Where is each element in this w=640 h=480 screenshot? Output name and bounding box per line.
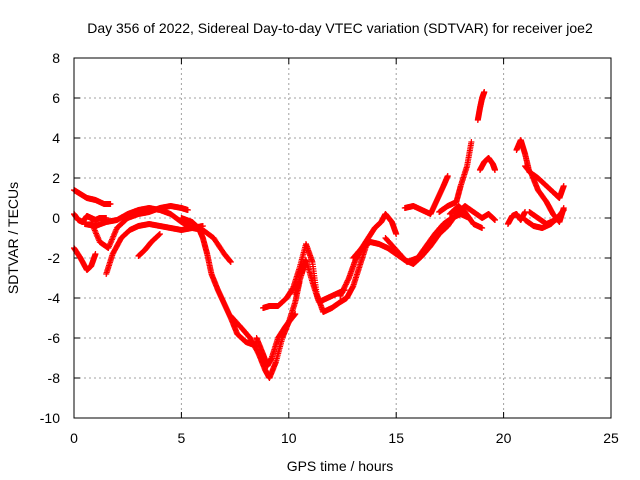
chart-title: Day 356 of 2022, Sidereal Day-to-day VTE…	[87, 20, 593, 36]
series-arc-h	[178, 215, 260, 349]
y-tick-label: 6	[52, 90, 60, 106]
series-arc-q	[436, 139, 475, 215]
x-tick-label: 5	[178, 430, 186, 446]
series-arc-p	[401, 173, 451, 217]
data-point	[479, 225, 486, 231]
plot-frame	[73, 57, 612, 419]
series-arc-u	[504, 209, 529, 227]
data-point	[156, 231, 163, 237]
x-tick-label: 0	[70, 430, 78, 446]
series-arc-j	[253, 311, 299, 369]
series-arc-l	[292, 257, 348, 305]
grid	[74, 58, 611, 418]
data-point	[560, 183, 567, 189]
series-arc-y	[526, 209, 565, 227]
data-point	[92, 251, 99, 257]
y-tick-label: -2	[48, 250, 61, 266]
data-point	[292, 311, 299, 317]
series-arc-a	[71, 187, 114, 207]
data-point	[444, 173, 451, 179]
data-point	[560, 207, 567, 213]
x-tick-label: 20	[496, 430, 512, 446]
x-tick-label: 15	[388, 430, 404, 446]
data-point	[107, 201, 114, 207]
y-tick-label: 0	[52, 210, 60, 226]
data-point	[558, 211, 565, 217]
x-tick-label: 10	[281, 430, 297, 446]
series-arc-m	[337, 211, 400, 299]
y-tick-label: -8	[48, 370, 61, 386]
data-point	[184, 207, 191, 213]
y-tick-label: 2	[52, 170, 60, 186]
series-arc-c	[71, 245, 99, 273]
data-point	[492, 217, 499, 223]
data-point	[492, 167, 499, 173]
y-axis-label: SDTVAR / TECUs	[5, 182, 21, 294]
series-arc-k	[260, 241, 370, 315]
x-tick-label: 25	[603, 430, 619, 446]
data-point	[199, 223, 206, 229]
y-tick-label: 8	[52, 50, 60, 66]
series-arc-t	[476, 155, 499, 173]
series-arc-g	[135, 231, 163, 259]
data-points	[71, 89, 567, 381]
y-tick-label: -10	[40, 410, 60, 426]
y-tick-label: -6	[48, 330, 61, 346]
series-arc-r	[446, 203, 486, 231]
series-arc-o	[382, 211, 473, 265]
series-arc-s	[474, 89, 488, 123]
data-point	[481, 89, 488, 95]
data-point	[393, 231, 400, 237]
y-tick-label: -4	[48, 290, 61, 306]
x-axis-label: GPS time / hours	[287, 458, 394, 474]
data-point	[468, 139, 475, 145]
y-tick-label: 4	[52, 130, 60, 146]
data-point	[227, 259, 234, 265]
axis-ticks: 0 5 10 15 20 25 -10 -8 -6 -4 -2 0 2 4 6 8	[40, 50, 619, 446]
series-arc-e	[88, 203, 191, 251]
